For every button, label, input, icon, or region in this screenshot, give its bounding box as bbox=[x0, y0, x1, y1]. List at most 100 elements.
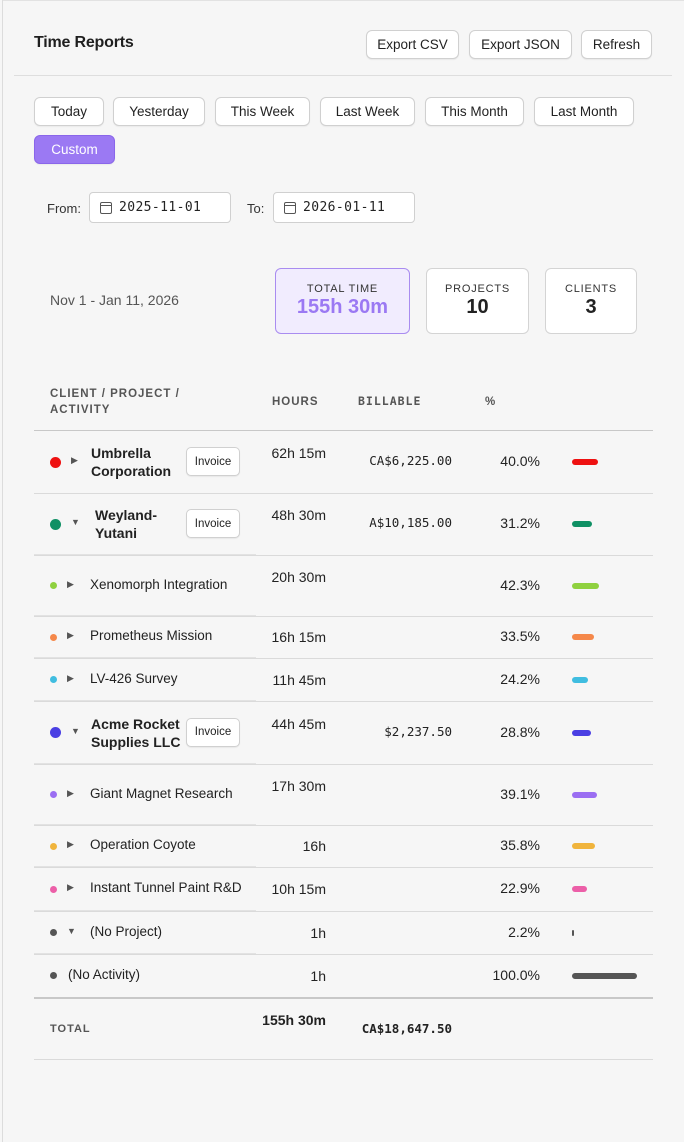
percent-bar bbox=[572, 972, 637, 979]
range-this-month-button[interactable]: This Month bbox=[425, 97, 524, 126]
percent-bar bbox=[572, 459, 598, 465]
project-name: (No Project) bbox=[90, 923, 163, 939]
export-json-button[interactable]: Export JSON bbox=[469, 30, 572, 59]
row-percent: 35.8% bbox=[500, 837, 540, 853]
row-hours: 16h 15m bbox=[271, 629, 326, 645]
color-dot bbox=[50, 727, 61, 738]
client-name: Acme Rocket Supplies LLC bbox=[91, 715, 181, 750]
row-percent: 100.0% bbox=[492, 966, 540, 983]
row-percent: 33.5% bbox=[500, 628, 540, 644]
table-bottom-border bbox=[34, 1059, 653, 1060]
expand-caret-icon[interactable]: ▶ bbox=[67, 882, 74, 892]
total-label: TOTAL bbox=[50, 1023, 91, 1035]
row-divider-name-column bbox=[34, 554, 256, 555]
row-divider-name-column bbox=[34, 763, 256, 764]
total-time-card: TOTAL TIME 155h 30m bbox=[275, 268, 410, 334]
row-divider-name-column bbox=[34, 824, 256, 825]
invoice-button[interactable]: Invoice bbox=[186, 509, 240, 538]
range-today-button[interactable]: Today bbox=[34, 97, 104, 126]
row-hours: 11h 45m bbox=[272, 671, 326, 688]
row-percent: 40.0% bbox=[500, 453, 540, 469]
row-hours: 44h 45m bbox=[271, 715, 326, 732]
color-dot bbox=[50, 518, 61, 530]
export-csv-button[interactable]: Export CSV bbox=[366, 30, 459, 59]
clients-value: 3 bbox=[585, 296, 597, 318]
project-name: Instant Tunnel Paint R&D bbox=[90, 880, 242, 895]
collapse-caret-icon[interactable]: ▼ bbox=[67, 925, 76, 936]
table-header-divider bbox=[34, 430, 653, 431]
expand-caret-icon[interactable]: ▶ bbox=[71, 455, 78, 465]
client-name: Umbrella Corporation bbox=[91, 445, 172, 479]
row-percent: 22.9% bbox=[500, 880, 540, 896]
percent-bar bbox=[572, 634, 594, 640]
row-divider bbox=[34, 616, 653, 617]
refresh-button[interactable]: Refresh bbox=[581, 30, 652, 59]
projects-card: PROJECTS 10 bbox=[426, 268, 529, 334]
total-time-label: TOTAL TIME bbox=[306, 283, 379, 295]
percent-bar bbox=[572, 676, 588, 683]
page-header: Time Reports Export CSV Export JSON Refr… bbox=[14, 18, 672, 76]
invoice-button[interactable]: Invoice bbox=[186, 447, 240, 476]
row-divider-name-column bbox=[34, 953, 256, 954]
row-hours: 17h 30m bbox=[271, 777, 326, 794]
row-percent: 24.2% bbox=[500, 670, 540, 687]
row-billable: CA$6,225.00 bbox=[369, 453, 452, 468]
project-name: Xenomorph Integration bbox=[90, 576, 228, 592]
color-dot bbox=[50, 842, 57, 850]
project-name: Prometheus Mission bbox=[90, 628, 213, 643]
row-hours: 1h bbox=[310, 924, 326, 941]
clients-label: CLIENTS bbox=[564, 283, 618, 295]
row-hours: 62h 15m bbox=[271, 445, 326, 461]
calendar-icon bbox=[284, 201, 296, 214]
row-percent: 39.1% bbox=[500, 785, 540, 802]
to-date-value: 2026-01-11 bbox=[303, 200, 386, 215]
color-dot bbox=[50, 972, 57, 979]
row-divider bbox=[34, 764, 653, 765]
collapse-caret-icon[interactable]: ▼ bbox=[71, 517, 80, 527]
color-dot bbox=[50, 456, 61, 468]
row-hours: 48h 30m bbox=[271, 507, 326, 523]
percent-bar bbox=[572, 843, 595, 849]
to-label: To: bbox=[247, 201, 265, 216]
row-divider bbox=[34, 701, 653, 702]
color-dot bbox=[50, 582, 57, 589]
project-name: Giant Magnet Research bbox=[90, 785, 233, 801]
percent-bar bbox=[572, 729, 591, 736]
row-hours: 10h 15m bbox=[271, 881, 326, 897]
expand-caret-icon[interactable]: ▶ bbox=[67, 787, 74, 798]
date-range-summary: Nov 1 - Jan 11, 2026 bbox=[50, 292, 179, 308]
color-dot bbox=[50, 676, 57, 683]
range-yesterday-button[interactable]: Yesterday bbox=[113, 97, 205, 126]
activity-name: (No Activity) bbox=[68, 966, 141, 982]
row-divider-name-column bbox=[34, 615, 256, 616]
invoice-button[interactable]: Invoice bbox=[186, 717, 240, 747]
from-date-input[interactable]: 2025-11-01 bbox=[89, 192, 231, 223]
percent-bar bbox=[572, 791, 597, 798]
color-dot bbox=[50, 633, 57, 641]
expand-caret-icon[interactable]: ▶ bbox=[67, 630, 74, 640]
from-label: From: bbox=[47, 201, 81, 216]
collapse-caret-icon[interactable]: ▼ bbox=[71, 725, 80, 736]
clients-card: CLIENTS 3 bbox=[545, 268, 637, 334]
percent-bar bbox=[572, 521, 592, 527]
range-last-week-button[interactable]: Last Week bbox=[320, 97, 415, 126]
percent-bar bbox=[572, 582, 599, 589]
row-divider bbox=[34, 825, 653, 826]
projects-label: PROJECTS bbox=[444, 283, 511, 295]
page-title: Time Reports bbox=[34, 34, 134, 51]
range-last-month-button[interactable]: Last Month bbox=[534, 97, 634, 126]
range-this-week-button[interactable]: This Week bbox=[215, 97, 310, 126]
row-divider bbox=[34, 911, 653, 912]
window-top-border bbox=[2, 0, 684, 1]
expand-caret-icon[interactable]: ▶ bbox=[67, 578, 74, 589]
row-hours: 20h 30m bbox=[271, 568, 326, 585]
column-header-hours: HOURS bbox=[272, 396, 319, 408]
to-date-input[interactable]: 2026-01-11 bbox=[273, 192, 415, 223]
row-divider-name-column bbox=[34, 657, 256, 658]
range-custom-button[interactable]: Custom bbox=[34, 135, 115, 164]
expand-caret-icon[interactable]: ▶ bbox=[67, 839, 74, 849]
row-billable: A$10,185.00 bbox=[369, 515, 452, 530]
expand-caret-icon[interactable]: ▶ bbox=[67, 672, 74, 683]
window-left-border bbox=[2, 0, 3, 1142]
color-dot bbox=[50, 929, 57, 936]
